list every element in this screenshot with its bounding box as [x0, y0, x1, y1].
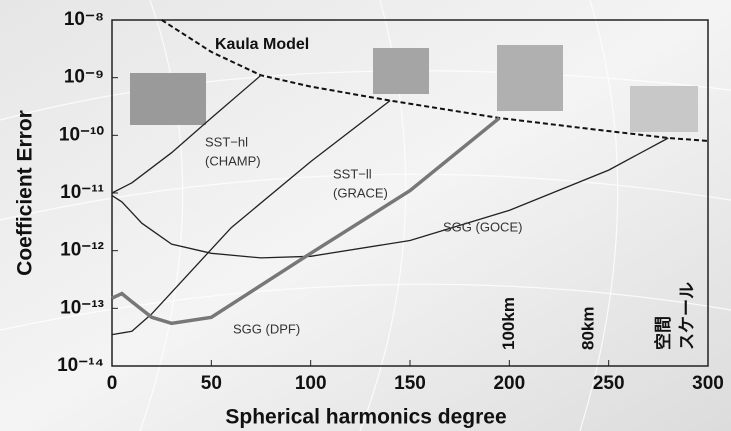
series-label: (CHAMP)	[205, 153, 261, 168]
series-label: SST−ll	[333, 166, 372, 181]
annotation: スケール	[678, 282, 697, 350]
x-tick-label: 100	[295, 373, 327, 394]
x-tick-label: 250	[593, 373, 625, 394]
y-tick-label: 10⁻¹⁴	[57, 355, 104, 376]
y-axis-label: Coefficient Error	[14, 110, 37, 276]
series-label: SGG (GOCE)	[443, 219, 522, 234]
x-tick-label: 200	[493, 373, 525, 394]
x-tick-label: 150	[394, 373, 426, 394]
x-tick-label: 0	[107, 373, 118, 394]
image	[373, 48, 429, 94]
y-tick-label: 10⁻⁸	[64, 9, 104, 30]
y-tick-label: 10⁻⁹	[64, 67, 104, 88]
series-label: (GRACE)	[333, 185, 388, 200]
x-tick-label: 300	[692, 373, 724, 394]
annotation: 80km	[578, 307, 597, 350]
image	[130, 73, 206, 125]
x-axis-label: Spherical harmonics degree	[225, 406, 506, 429]
x-tick-label: 50	[201, 373, 222, 394]
y-tick-label: 10⁻¹¹	[60, 182, 104, 203]
y-tick-label: 10⁻¹⁰	[59, 124, 104, 145]
series-label: SGG (DPF)	[233, 321, 300, 336]
image	[497, 45, 563, 111]
chart: Spherical harmonics degree Coefficient E…	[0, 0, 731, 431]
series-label: Kaula Model	[215, 36, 309, 53]
annotation: 100km	[499, 297, 518, 350]
series-label: SST−hl	[205, 134, 248, 149]
annotation: 空間	[653, 316, 673, 350]
y-tick-label: 10⁻¹²	[60, 240, 104, 261]
image	[630, 86, 698, 132]
y-tick-label: 10⁻¹³	[60, 297, 104, 318]
